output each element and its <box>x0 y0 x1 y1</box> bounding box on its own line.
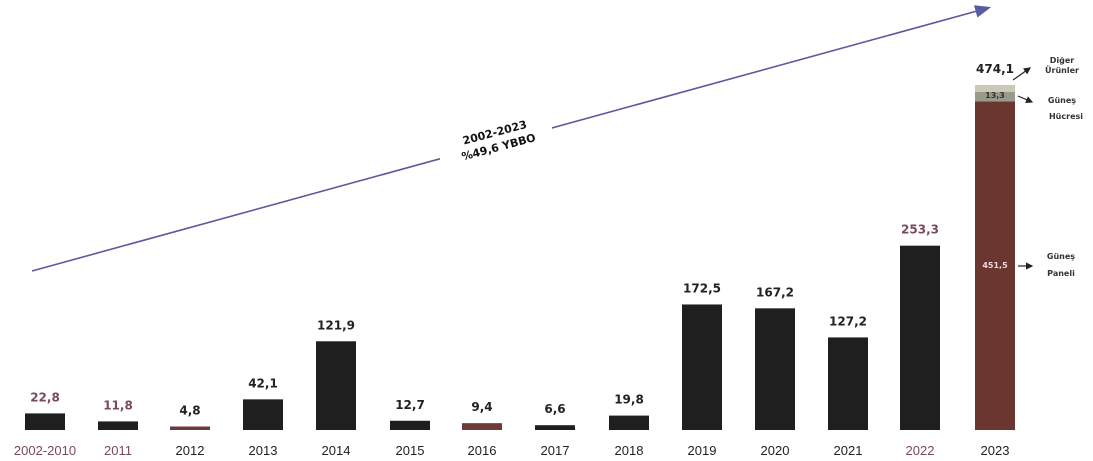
value-label-2018: 19,8 <box>614 393 644 407</box>
tick-label-2023: 2023 <box>981 443 1010 458</box>
segment-label-cell-value: 13,3 <box>985 91 1005 100</box>
bar-2015 <box>390 420 430 430</box>
value-label-2014: 121,9 <box>317 318 355 332</box>
bar-2002-2010 <box>25 413 65 430</box>
bar-2020 <box>755 308 795 430</box>
value-label-2011: 11,8 <box>103 398 133 412</box>
value-labels-group: 22,8 11,8 4,8 42,1 121,9 12,7 9,4 6,6 19,8 172,5 1… <box>30 62 1014 418</box>
tick-label-2019: 2019 <box>688 443 717 458</box>
tick-labels-group: 2002-2010 2011 2012 2013 2014 2015 2016 2017 201… <box>14 443 1010 458</box>
bar-2021 <box>828 337 868 430</box>
trend-label-backdrop <box>440 118 552 164</box>
bar-2016 <box>462 423 502 430</box>
bar-2022 <box>900 245 940 430</box>
bar-2017 <box>535 425 575 430</box>
solar-cell-label-2: Hücresi <box>1049 112 1083 121</box>
bars-group <box>25 85 1015 431</box>
other-products-label-1: Diğer <box>1050 56 1075 65</box>
bar-2019 <box>682 304 722 430</box>
solar-panel-label-1: Güneş <box>1047 252 1075 261</box>
tick-label-2002-2010: 2002-2010 <box>14 443 76 458</box>
value-label-2020: 167,2 <box>756 285 794 299</box>
tick-label-2017: 2017 <box>541 443 570 458</box>
value-label-2002-2010: 22,8 <box>30 390 60 404</box>
tick-label-2012: 2012 <box>176 443 205 458</box>
bar-2011 <box>98 421 138 430</box>
bar-2012 <box>170 426 210 430</box>
tick-label-2014: 2014 <box>322 443 351 458</box>
bar-segment-2023-3 <box>975 85 1015 92</box>
bar-2013 <box>243 399 283 430</box>
value-label-2017: 6,6 <box>544 402 565 416</box>
value-label-2013: 42,1 <box>248 376 278 390</box>
value-label-2012: 4,8 <box>179 404 200 418</box>
value-label-2023: 474,1 <box>976 62 1014 76</box>
bar-2018 <box>609 415 649 430</box>
tick-label-2015: 2015 <box>396 443 425 458</box>
bar-segment-2023-2 <box>975 91 1015 102</box>
bar-2014 <box>316 341 356 430</box>
value-label-2016: 9,4 <box>471 400 492 414</box>
tick-label-2016: 2016 <box>468 443 497 458</box>
other-products-arrow <box>1012 67 1031 81</box>
tick-label-2022: 2022 <box>906 443 935 458</box>
solar-cell-label-1: Güneş <box>1048 96 1076 105</box>
solar-panel-label-2: Paneli <box>1047 269 1075 278</box>
value-label-2021: 127,2 <box>829 314 867 328</box>
value-label-2015: 12,7 <box>395 398 425 412</box>
value-label-2019: 172,5 <box>683 281 721 295</box>
tick-label-2018: 2018 <box>615 443 644 458</box>
tick-label-2011: 2011 <box>104 443 132 458</box>
tick-label-2020: 2020 <box>761 443 790 458</box>
other-products-label-2: Ürünler <box>1045 65 1079 75</box>
tick-label-2021: 2021 <box>834 443 863 458</box>
tick-label-2013: 2013 <box>249 443 278 458</box>
value-label-2022: 253,3 <box>901 223 939 237</box>
segment-label-panel-value: 451,5 <box>982 261 1008 270</box>
solar-cell-arrow <box>1017 95 1034 103</box>
bar-segment-2023-1 <box>975 101 1015 431</box>
